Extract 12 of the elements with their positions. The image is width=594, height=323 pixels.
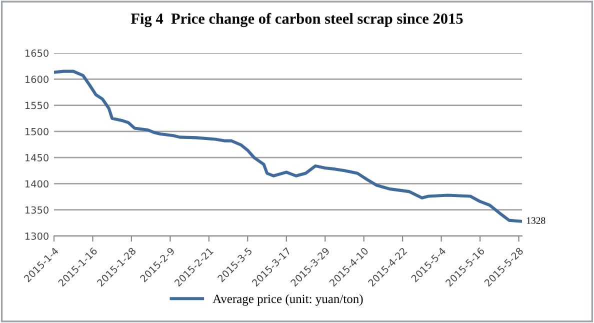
y-tick-label: 1550: [25, 102, 48, 110]
y-tick-label: 1600: [25, 76, 48, 83]
y-tick-label: 1500: [25, 128, 48, 136]
chart-title: Fig 4 Price change of carbon steel scrap since 2015: [130, 12, 463, 28]
y-tick-label: 1300: [25, 232, 48, 240]
y-tick-label: 1350: [25, 206, 48, 214]
line-series: [54, 70, 522, 223]
y-tick-label: 1450: [25, 154, 48, 162]
y-tick-label: 1400: [25, 180, 48, 188]
legend-label: Average price (unit: yuan/ton): [212, 294, 363, 306]
y-tick-label: 1650: [25, 49, 48, 57]
annotation: 1328: [527, 217, 546, 224]
